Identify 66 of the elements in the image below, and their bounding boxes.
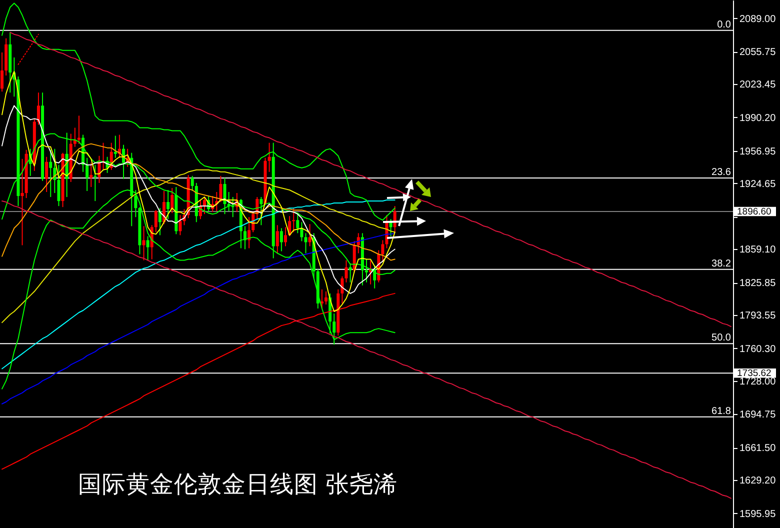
y-tick-label: 2089.00 [740,14,776,25]
candlestick [36,92,40,126]
y-tick-label: 1694.75 [740,410,776,421]
candlestick [324,290,328,305]
line-series [2,71,396,312]
annotation: 50.0 [712,332,732,344]
candlestick [381,240,384,262]
annotation: 23.6 [712,166,732,178]
candlestick [292,208,296,233]
y-tick-label: 1825.85 [740,278,776,290]
line-series [2,169,396,324]
candlestick [340,276,344,304]
candlestick [114,135,117,158]
candlestick [77,115,80,144]
candlestick [280,228,283,252]
candlestick [86,157,89,192]
line-series [2,143,396,261]
candlestick [276,224,279,254]
candlestick [219,175,222,203]
y-tick-label: 1990.20 [740,112,776,124]
candlestick [304,232,308,254]
candlestick [268,142,271,172]
ref-line-label: 1896.60 [737,206,772,218]
candlestick [49,149,52,198]
candlestick [142,226,146,261]
candlestick [231,196,234,218]
y-tick-label: 1859.10 [740,244,776,256]
y-tick-label: 1956.95 [740,146,776,158]
candlestick [94,164,97,202]
annotation: 38.2 [712,258,732,270]
candlestick [170,187,174,214]
candlestick [284,226,288,247]
text: 国际黄金伦敦金日线图 张尧浠 [78,470,398,498]
candlestick [332,313,336,346]
candlestick [296,212,300,234]
candlestick [0,52,4,92]
y-tick-label: 1595.95 [740,508,776,520]
y-tick-label: 1629.20 [740,476,776,486]
y-tick-label: 1793.55 [740,310,776,322]
y-tick-label: 2055.75 [740,47,776,58]
annotation: 61.8 [712,406,732,417]
candlestick [344,260,348,283]
candlestick [223,177,226,215]
y-tick-label: 1924.65 [740,178,776,190]
candlestick [300,222,304,242]
candlestick [203,196,206,215]
candlestick [146,236,150,261]
candlestick [308,224,312,247]
line-series [18,34,39,65]
candlestick [154,210,158,233]
candlestick [190,175,194,192]
candlestick [166,189,170,220]
candlestick [178,214,182,236]
candlestick [45,156,48,192]
y-tick-label: 2023.45 [740,80,776,91]
candlestick [20,158,24,246]
annotation: 0.0 [717,19,732,30]
candlestick [90,162,93,188]
line-series [2,292,396,470]
line-series [10,32,732,328]
candlestick [260,196,263,226]
candlestick [57,164,60,207]
y-tick-label: 1661.50 [740,443,776,454]
line-series [2,200,396,370]
y-tick-label: 1760.30 [740,344,776,355]
y-tick-label: 1728.00 [740,376,776,388]
